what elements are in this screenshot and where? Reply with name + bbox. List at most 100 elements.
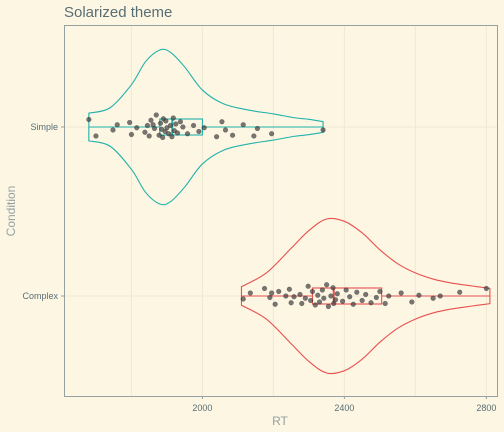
y-axis-title: Condition [4, 186, 18, 237]
y-tick-label: Complex [22, 291, 58, 301]
data-point [409, 299, 415, 305]
data-point [368, 300, 374, 306]
x-tick-label: 2000 [192, 403, 212, 413]
data-point [330, 285, 336, 291]
data-point [196, 128, 202, 135]
data-point [416, 292, 422, 298]
data-point [320, 127, 326, 133]
data-point [219, 119, 225, 125]
data-point [315, 292, 321, 298]
data-point [201, 125, 207, 131]
data-point [160, 134, 166, 141]
data-point [127, 119, 133, 126]
data-point [229, 132, 236, 138]
data-point [324, 282, 330, 288]
data-point [297, 291, 303, 298]
data-point [302, 295, 308, 301]
data-point [173, 121, 179, 127]
data-point [261, 285, 268, 292]
data-point [110, 127, 116, 133]
data-point [437, 293, 443, 299]
data-point [134, 125, 140, 131]
data-point [93, 133, 99, 139]
data-point [373, 294, 379, 301]
data-point [325, 303, 332, 310]
data-point [153, 112, 159, 118]
data-point [332, 297, 339, 303]
data-point [319, 287, 325, 293]
data-point [269, 290, 275, 296]
data-point [334, 291, 340, 297]
data-point [377, 288, 383, 295]
data-point [184, 131, 191, 137]
data-point [286, 286, 292, 292]
data-point [291, 294, 297, 300]
data-point [180, 124, 186, 130]
data-point [382, 300, 388, 307]
data-point [312, 302, 318, 308]
grid [64, 25, 497, 396]
data-point [343, 287, 349, 293]
data-point [299, 300, 305, 307]
data-point [276, 288, 282, 295]
data-point [321, 295, 327, 301]
data-point [269, 131, 275, 137]
data-point [305, 283, 311, 289]
data-point [240, 296, 246, 302]
panel-border [64, 25, 498, 397]
violin-outline [240, 217, 491, 375]
data-point [430, 295, 436, 301]
data-point [148, 117, 154, 123]
data-point [308, 297, 314, 304]
series-complex [240, 217, 491, 375]
data-point [398, 290, 404, 296]
data-point [316, 299, 323, 305]
data-point [128, 131, 135, 138]
data-point [267, 294, 273, 301]
data-point [309, 288, 316, 295]
x-axis: 2000 2400 2800 [192, 396, 496, 413]
chart-title: Solarized theme [64, 4, 172, 21]
series-simple [86, 48, 326, 206]
data-point [288, 300, 294, 306]
data-point [214, 134, 220, 140]
data-point [359, 297, 365, 304]
data-point [247, 290, 253, 296]
data-point [340, 298, 346, 304]
data-point [142, 129, 148, 135]
data-point [167, 122, 174, 129]
x-tick-label: 2400 [334, 403, 354, 413]
y-tick-label: Simple [30, 122, 58, 132]
data-point [328, 293, 334, 299]
data-point [151, 125, 158, 132]
data-point [157, 120, 164, 126]
data-point [386, 293, 392, 299]
data-point [174, 130, 181, 136]
data-point [177, 119, 184, 125]
data-point [222, 127, 229, 133]
data-point [457, 289, 463, 295]
data-point [146, 133, 152, 139]
data-point [363, 291, 369, 298]
data-point [169, 134, 175, 140]
data-point [163, 118, 169, 124]
data-point [350, 301, 356, 307]
data-point [354, 289, 360, 295]
data-point [86, 116, 92, 123]
data-point [283, 293, 289, 299]
data-point [144, 122, 151, 129]
data-point [170, 115, 176, 121]
data-point [483, 285, 489, 292]
data-point [166, 131, 172, 137]
data-point [272, 301, 278, 307]
data-point [240, 122, 246, 128]
data-point [251, 133, 257, 139]
x-axis-title: RT [272, 414, 288, 428]
data-point [190, 122, 197, 129]
y-axis: Simple Complex [22, 122, 64, 301]
x-tick-label: 2800 [476, 403, 496, 413]
data-point [114, 122, 120, 128]
data-point [254, 125, 261, 132]
plot-marks [86, 48, 491, 375]
